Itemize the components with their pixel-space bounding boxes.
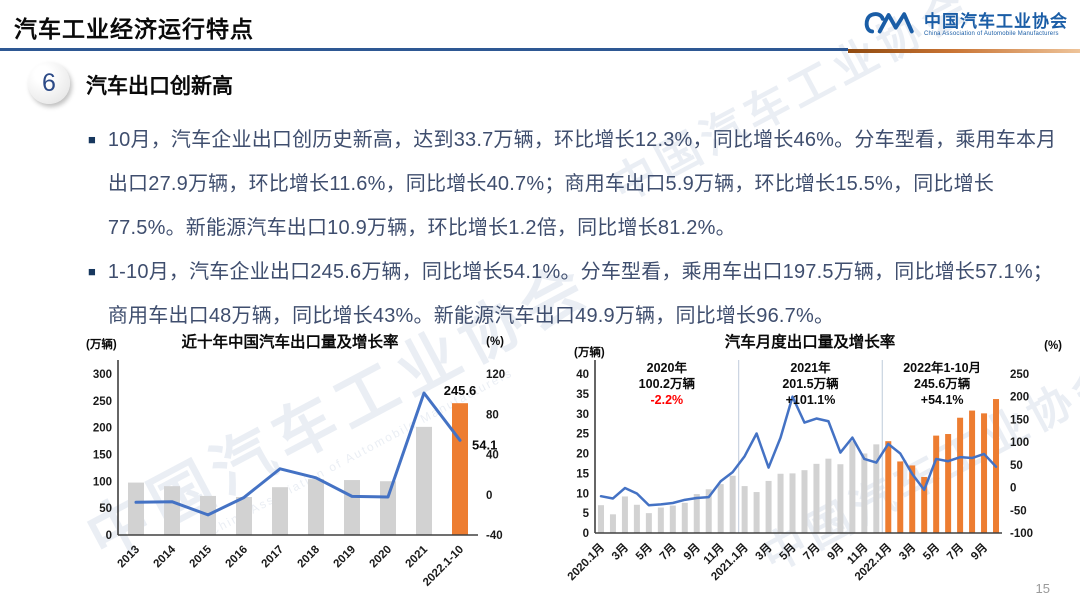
svg-text:150: 150 bbox=[1010, 414, 1029, 426]
bullet-text: 10月，汽车企业出口创历史新高，达到33.7万辆，环比增长12.3%，同比增长4… bbox=[107, 129, 1057, 239]
svg-text:-2.2%: -2.2% bbox=[650, 393, 683, 407]
svg-text:120: 120 bbox=[486, 369, 505, 381]
svg-text:2020年: 2020年 bbox=[647, 360, 688, 375]
svg-text:100: 100 bbox=[93, 476, 112, 488]
svg-text:0: 0 bbox=[1010, 483, 1016, 495]
svg-text:80: 80 bbox=[486, 409, 499, 421]
svg-text:9月: 9月 bbox=[825, 541, 847, 563]
svg-text:7月: 7月 bbox=[801, 541, 823, 563]
svg-text:25: 25 bbox=[576, 429, 589, 441]
chart-title: 近十年中国汽车出口量及增长率 bbox=[181, 334, 399, 351]
svg-text:0: 0 bbox=[583, 528, 589, 540]
svg-text:3月: 3月 bbox=[609, 541, 631, 563]
svg-text:-50: -50 bbox=[1010, 505, 1027, 517]
svg-text:2021年: 2021年 bbox=[790, 360, 831, 375]
svg-text:200: 200 bbox=[93, 423, 112, 435]
svg-text:50: 50 bbox=[1010, 460, 1023, 472]
caam-logo-name-en: China Association of Automobile Manufact… bbox=[924, 31, 1059, 38]
chart-plot-area: 0 50 100 150 200 250 300 -40 0 40 80 120 2013 2014 201… bbox=[93, 360, 505, 589]
svg-text:2020.1月: 2020.1月 bbox=[565, 541, 607, 583]
bullet-item: ■ 10月，汽车企业出口创历史新高，达到33.7万辆，环比增长12.3%，同比增… bbox=[88, 118, 1066, 250]
svg-text:245.6万辆: 245.6万辆 bbox=[914, 376, 971, 391]
svg-text:40: 40 bbox=[486, 450, 499, 462]
svg-text:0: 0 bbox=[486, 490, 492, 502]
monthly-export-chart: (万辆) 汽车月度出口量及增长率 (%) 0 5 10 15 20 25 30 35 40 -10… bbox=[548, 330, 1080, 600]
page-title: 汽车工业经济运行特点 bbox=[14, 16, 254, 42]
svg-text:50: 50 bbox=[99, 503, 112, 515]
svg-text:2013: 2013 bbox=[116, 544, 143, 571]
svg-text:3月: 3月 bbox=[753, 541, 775, 563]
ten-year-export-chart: (万辆) 近十年中国汽车出口量及增长率 (%) 0 50 100 150 200 250 3… bbox=[78, 330, 518, 600]
svg-text:5: 5 bbox=[583, 508, 590, 520]
svg-text:5月: 5月 bbox=[777, 541, 799, 563]
section-number: 6 bbox=[42, 68, 56, 97]
svg-text:5月: 5月 bbox=[920, 541, 942, 563]
svg-text:0: 0 bbox=[106, 530, 112, 542]
section-number-badge: 6 bbox=[28, 62, 70, 104]
svg-text:2018: 2018 bbox=[296, 543, 323, 570]
svg-text:20: 20 bbox=[576, 449, 589, 461]
svg-text:7月: 7月 bbox=[657, 541, 679, 563]
caam-logo: 中国汽车工业协会 China Association of Automobile… bbox=[862, 6, 1068, 45]
svg-text:-40: -40 bbox=[486, 530, 503, 542]
svg-text:245.6: 245.6 bbox=[444, 383, 477, 398]
svg-text:100.2万辆: 100.2万辆 bbox=[639, 376, 696, 391]
svg-text:2021: 2021 bbox=[404, 543, 431, 570]
svg-text:+101.1%: +101.1% bbox=[786, 393, 836, 407]
svg-text:100: 100 bbox=[1010, 437, 1029, 449]
svg-text:9月: 9月 bbox=[681, 541, 703, 563]
svg-text:40: 40 bbox=[576, 369, 589, 381]
page-number: 15 bbox=[1035, 581, 1050, 596]
bullet-list: ■ 10月，汽车企业出口创历史新高，达到33.7万辆，环比增长12.3%，同比增… bbox=[88, 118, 1066, 338]
bullet-text: 1-10月，汽车企业出口245.6万辆，同比增长54.1%。分车型看，乘用车出口… bbox=[107, 261, 1054, 327]
chart-plot-area: 0 5 10 15 20 25 30 35 40 -100 -50 0 50 100 150 200 250 20… bbox=[565, 360, 1033, 583]
svg-text:-100: -100 bbox=[1010, 528, 1033, 540]
svg-text:30: 30 bbox=[576, 409, 589, 421]
caam-logo-icon bbox=[862, 6, 916, 45]
svg-text:2015: 2015 bbox=[188, 543, 215, 570]
header-divider-blue bbox=[0, 48, 848, 51]
left-axis-unit: (万辆) bbox=[574, 347, 605, 359]
caam-logo-text: 中国汽车工业协会 China Association of Automobile… bbox=[924, 13, 1068, 37]
header-divider-orange bbox=[848, 49, 1080, 53]
svg-text:3月: 3月 bbox=[896, 541, 918, 563]
svg-text:300: 300 bbox=[93, 369, 112, 381]
svg-text:2017: 2017 bbox=[260, 544, 287, 571]
svg-text:200: 200 bbox=[1010, 392, 1029, 404]
svg-text:250: 250 bbox=[1010, 369, 1029, 381]
svg-text:7月: 7月 bbox=[944, 541, 966, 563]
svg-text:2022年1-10月: 2022年1-10月 bbox=[903, 360, 981, 375]
svg-text:54.1: 54.1 bbox=[472, 437, 497, 452]
svg-text:5月: 5月 bbox=[633, 541, 655, 563]
bullet-item: ■ 1-10月，汽车企业出口245.6万辆，同比增长54.1%。分车型看，乘用车… bbox=[88, 250, 1066, 338]
svg-text:2020: 2020 bbox=[368, 544, 395, 571]
svg-text:35: 35 bbox=[576, 389, 589, 401]
svg-text:9月: 9月 bbox=[968, 541, 990, 563]
caam-logo-name-zh: 中国汽车工业协会 bbox=[924, 12, 1068, 32]
section-title: 汽车出口创新高 bbox=[86, 75, 233, 98]
right-axis-unit: (%) bbox=[1044, 340, 1062, 352]
svg-text:2014: 2014 bbox=[152, 543, 179, 570]
chart-title: 汽车月度出口量及增长率 bbox=[724, 334, 896, 351]
svg-text:150: 150 bbox=[93, 450, 112, 462]
bullet-square-icon: ■ bbox=[88, 132, 96, 147]
right-axis-unit: (%) bbox=[486, 336, 504, 348]
svg-text:250: 250 bbox=[93, 396, 112, 408]
svg-text:201.5万辆: 201.5万辆 bbox=[782, 376, 839, 391]
svg-text:+54.1%: +54.1% bbox=[921, 393, 964, 407]
svg-text:15: 15 bbox=[576, 468, 589, 480]
svg-text:10: 10 bbox=[576, 488, 589, 500]
left-axis-unit: (万辆) bbox=[86, 339, 117, 351]
bullet-square-icon: ■ bbox=[88, 264, 96, 279]
svg-text:2019: 2019 bbox=[332, 544, 359, 571]
svg-text:2016: 2016 bbox=[224, 544, 251, 571]
